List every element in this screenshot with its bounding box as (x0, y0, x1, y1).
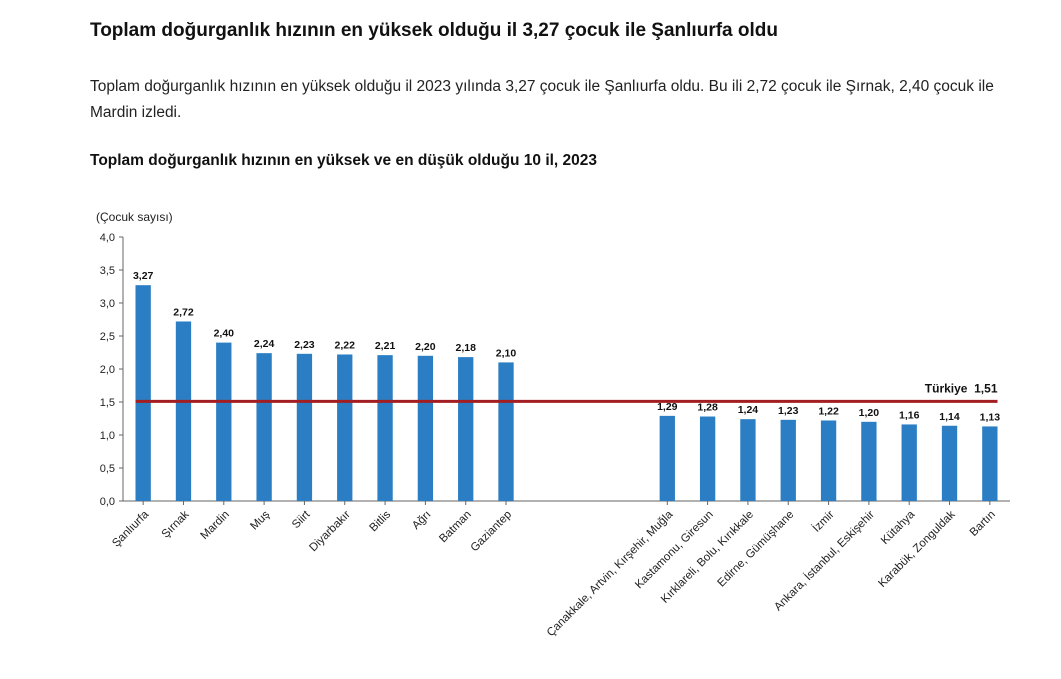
y-axis-unit-label: (Çocuk sayısı) (96, 210, 173, 224)
bar (780, 419, 796, 501)
bar (699, 416, 716, 501)
bar (175, 321, 192, 501)
value-label: 1,29 (657, 401, 678, 413)
bar (820, 420, 837, 501)
y-tick-label: 2,0 (100, 364, 115, 376)
category-label: Karabük, Zonguldak (876, 508, 957, 589)
bar (659, 415, 675, 501)
bar (135, 285, 151, 501)
bar (337, 354, 353, 501)
y-tick-label: 3,0 (100, 298, 115, 310)
category-label: İzmir (810, 508, 837, 535)
value-label: 2,20 (415, 341, 436, 353)
category-label: Şırnak (160, 508, 192, 540)
bar (740, 419, 756, 501)
y-tick-label: 1,5 (100, 397, 115, 409)
y-tick-label: 1,0 (100, 430, 115, 442)
bar (498, 362, 514, 501)
category-label: Diyarbakır (307, 509, 353, 555)
value-label: 1,20 (859, 407, 880, 419)
category-label: Bartın (968, 509, 998, 539)
category-label: Batman (437, 509, 474, 546)
category-label: Siirt (290, 508, 313, 531)
value-label: 2,23 (294, 339, 315, 351)
bar (256, 353, 272, 501)
value-label: 2,10 (496, 347, 517, 359)
y-tick-label: 0,0 (100, 496, 115, 508)
bar (296, 353, 313, 501)
category-label: Muş (248, 508, 272, 532)
category-label: Gaziantep (469, 509, 515, 555)
value-label: 2,21 (375, 340, 396, 352)
y-tick-label: 2,5 (100, 331, 115, 343)
national-average: Türkiye 1,51 (135, 381, 998, 403)
article-headline: Toplam doğurganlık hızının en yüksek old… (90, 20, 778, 41)
bar (216, 342, 232, 501)
value-label: 1,28 (697, 402, 718, 414)
category-label: Kütahya (879, 508, 918, 547)
value-label: 2,22 (335, 339, 356, 351)
value-label: 1,22 (818, 405, 839, 417)
category-label: Şanlıurfa (110, 508, 151, 549)
value-label: 1,24 (738, 404, 759, 416)
category-label: Mardin (199, 509, 232, 542)
value-label: 2,40 (214, 328, 235, 340)
y-tick-label: 3,5 (100, 265, 115, 277)
bar (861, 421, 877, 501)
category-label: Kastamonu, Giresun (633, 509, 716, 592)
article-intro: Toplam doğurganlık hızının en yüksek old… (90, 78, 994, 121)
y-tick-label: 0,5 (100, 463, 115, 475)
bar (941, 425, 958, 501)
bar (417, 355, 434, 501)
bar (901, 424, 917, 501)
y-axis: 0,0 0,5 1,0 1,5 2,0 2,5 3,0 3,5 4,0 (100, 232, 124, 508)
value-label: 1,14 (939, 411, 960, 423)
bar (377, 355, 393, 501)
category-label: Bitlis (368, 508, 394, 534)
bar (982, 426, 998, 501)
value-label: 3,27 (133, 270, 154, 282)
y-tick-label: 4,0 (100, 232, 115, 244)
value-label: 2,24 (254, 338, 275, 350)
value-label: 1,23 (778, 405, 799, 417)
category-label: Edirne, Gümüşhane (716, 509, 797, 590)
value-label: 1,13 (980, 411, 1001, 423)
value-label: 2,18 (455, 342, 476, 354)
value-labels: 3,27 2,72 2,40 2,24 2,23 2,22 2,21 2,20 2,18 2,10… (133, 270, 1000, 423)
value-label: 2,72 (173, 306, 194, 318)
chart-title: Toplam doğurganlık hızının en yüksek ve … (90, 152, 598, 169)
national-average-label: Türkiye 1,51 (925, 381, 998, 395)
value-label: 1,16 (899, 409, 920, 421)
bar-series (135, 285, 998, 501)
x-axis (123, 500, 1010, 505)
category-label: Ağrı (410, 509, 433, 532)
bar (458, 357, 474, 501)
